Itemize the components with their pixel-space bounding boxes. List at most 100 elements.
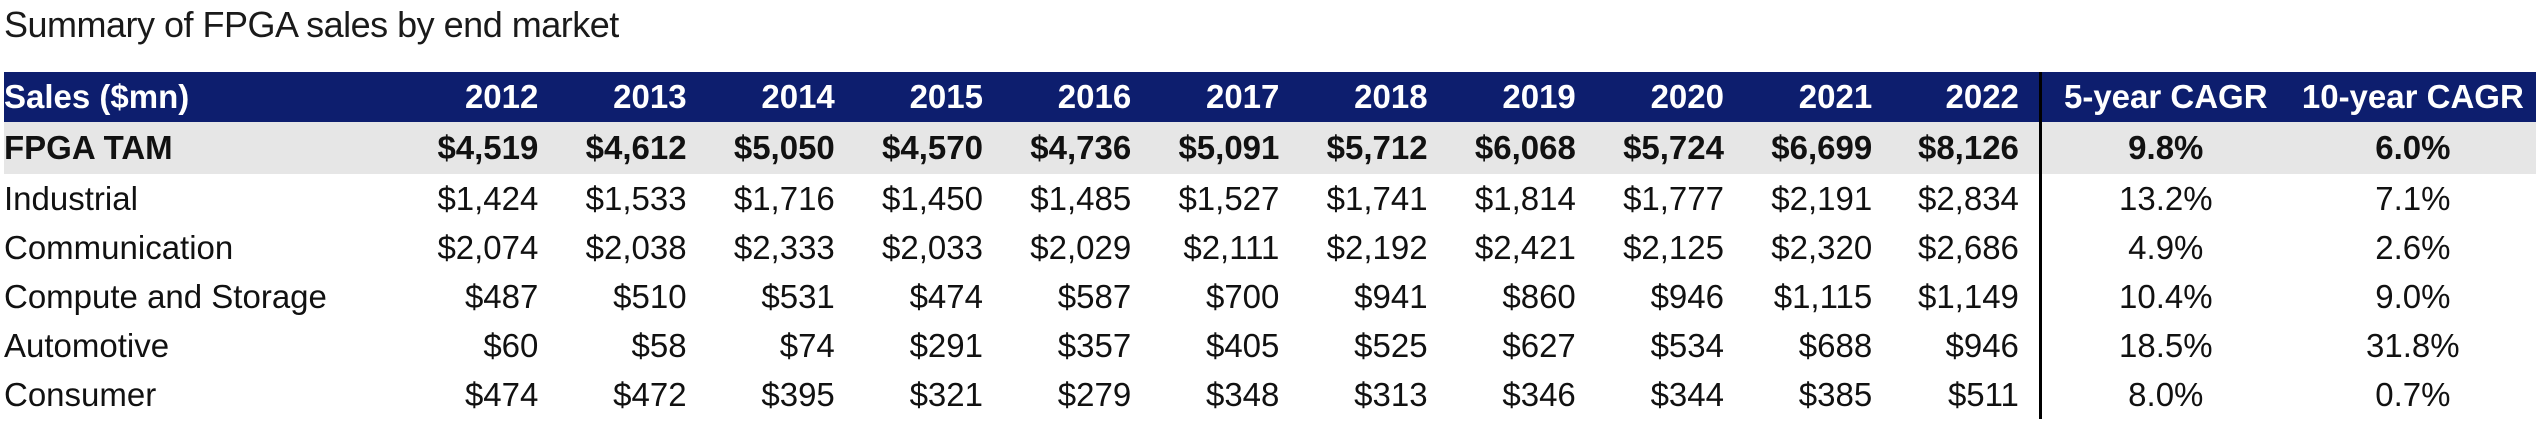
table-row: Consumer $474 $472 $395 $321 $279 $348 $313 $346…	[4, 370, 2536, 419]
cagr-5yr-cell: 10.4%	[2038, 272, 2290, 321]
table-cell: $1,533	[585, 179, 687, 217]
table-cell: $2,038	[585, 228, 687, 266]
table-cell: $2,320	[1771, 228, 1873, 266]
table-cell: $1,450	[882, 179, 983, 217]
row-label: Industrial	[4, 179, 138, 217]
cagr-5yr-cell: 8.0%	[2038, 370, 2290, 419]
table-cell: $2,111	[1183, 228, 1280, 266]
header-year: 2012	[410, 72, 559, 122]
table-cell: $395	[761, 375, 835, 413]
table-cell: $525	[1354, 326, 1428, 364]
table-cell: $1,777	[1623, 179, 1724, 217]
cagr-5yr-cell: 18.5%	[2038, 321, 2290, 370]
header-year: 2017	[1151, 72, 1300, 122]
table-cell: $6,699	[1744, 122, 1893, 174]
table-cell: $74	[779, 326, 835, 364]
table-cell: $2,834	[1917, 179, 2019, 217]
cagr-5yr-cell: 9.8%	[2038, 122, 2290, 174]
table-cell: $279	[1057, 375, 1132, 413]
table-cell: $2,191	[1771, 179, 1873, 217]
table-cell: $487	[464, 277, 539, 315]
table-row: Communication $2,074 $2,038 $2,333 $2,033 $2,…	[4, 223, 2536, 272]
table-cell: $2,074	[437, 228, 539, 266]
table-row: Industrial $1,424 $1,533 $1,716 $1,450 $1,485…	[4, 174, 2536, 223]
table-cell: $2,333	[733, 228, 835, 266]
table-cell: $946	[1945, 326, 2019, 364]
cagr-10yr-cell: 6.0%	[2289, 122, 2536, 174]
table-cell: $627	[1502, 326, 1576, 364]
table-cell: $587	[1057, 277, 1132, 315]
table-cell: $511	[1947, 375, 2019, 413]
cagr-10yr-cell: 0.7%	[2375, 375, 2451, 413]
table-cell: $2,192	[1326, 228, 1428, 266]
table-cell: $5,712	[1299, 122, 1448, 174]
table-cell: $1,814	[1474, 179, 1576, 217]
table-cell: $4,570	[854, 122, 1003, 174]
cagr-5yr-cell: 13.2%	[2038, 174, 2290, 223]
header-year: 2013	[558, 72, 707, 122]
table-cell: $2,125	[1623, 228, 1724, 266]
header-label: Sales ($mn)	[4, 72, 411, 122]
table-cell: $60	[483, 326, 539, 364]
table-cell: $8,126	[1892, 122, 2041, 174]
row-label: Compute and Storage	[4, 277, 327, 315]
cagr-10yr-cell: 9.0%	[2375, 277, 2451, 315]
table-cell: $860	[1502, 277, 1576, 315]
table-cell: $1,527	[1178, 179, 1280, 217]
table-cell: $946	[1650, 277, 1724, 315]
table-cell: $1,485	[1030, 179, 1132, 217]
row-label: FPGA TAM	[4, 122, 411, 174]
header-year: 2014	[706, 72, 855, 122]
table-cell: $357	[1057, 326, 1132, 364]
table-cell: $1,115	[1773, 277, 1873, 315]
table-cell: $344	[1650, 375, 1724, 413]
table-cell: $1,424	[437, 179, 539, 217]
header-year: 2015	[854, 72, 1003, 122]
table-cell: $5,050	[706, 122, 855, 174]
table-cell: $531	[761, 277, 835, 315]
table-cell: $688	[1798, 326, 1873, 364]
header-year: 2021	[1744, 72, 1893, 122]
row-label: Consumer	[4, 375, 157, 413]
sales-table: Sales ($mn) 2012 2013 2014 2015 2016 201…	[4, 72, 2536, 419]
header-cagr-5yr: 5-year CAGR	[2038, 72, 2290, 122]
table-cell: $313	[1354, 375, 1428, 413]
table-cell: $348	[1205, 375, 1280, 413]
table-cell: $405	[1205, 326, 1280, 364]
table-cell: $2,033	[882, 228, 983, 266]
table-cell: $2,421	[1474, 228, 1576, 266]
table-cell: $534	[1650, 326, 1724, 364]
table-row-total: FPGA TAM $4,519 $4,612 $5,050 $4,570 $4,736 $5…	[4, 122, 2536, 174]
table-cell: $474	[464, 375, 539, 413]
cagr-10yr-cell: 2.6%	[2375, 228, 2451, 266]
cagr-10yr-cell: 31.8%	[2366, 326, 2460, 364]
header-year: 2022	[1892, 72, 2041, 122]
table-cell: $321	[909, 375, 983, 413]
table-body: FPGA TAM $4,519 $4,612 $5,050 $4,570 $4,736 $5…	[4, 122, 2536, 419]
header-year: 2020	[1595, 72, 1744, 122]
table-cell: $5,091	[1151, 122, 1300, 174]
table-cell: $6,068	[1447, 122, 1596, 174]
table-header-row: Sales ($mn) 2012 2013 2014 2015 2016 201…	[4, 72, 2536, 122]
header-year: 2018	[1299, 72, 1448, 122]
cagr-10yr-cell: 7.1%	[2375, 179, 2451, 217]
table-cell: $1,741	[1326, 179, 1428, 217]
table-cell: $385	[1798, 375, 1873, 413]
table-cell: $510	[613, 277, 687, 315]
table-cell: $472	[613, 375, 687, 413]
table-row: Compute and Storage $487 $510 $531 $474 $587 $…	[4, 272, 2536, 321]
table-cell: $1,716	[733, 179, 835, 217]
table-cell: $941	[1354, 277, 1428, 315]
table-cell: $58	[631, 326, 687, 364]
page-title: Summary of FPGA sales by end market	[4, 4, 619, 45]
table-row: Automotive $60 $58 $74 $291 $357 $405 $525 $627 $…	[4, 321, 2536, 370]
table-cell: $4,612	[558, 122, 707, 174]
table-cell: $2,029	[1030, 228, 1132, 266]
header-cagr-10yr: 10-year CAGR	[2289, 72, 2536, 122]
table-cell: $700	[1205, 277, 1280, 315]
table-cell: $4,519	[410, 122, 559, 174]
header-year: 2019	[1447, 72, 1596, 122]
row-label: Automotive	[4, 326, 170, 364]
cagr-5yr-cell: 4.9%	[2038, 223, 2290, 272]
table-cell: $2,686	[1917, 228, 2019, 266]
